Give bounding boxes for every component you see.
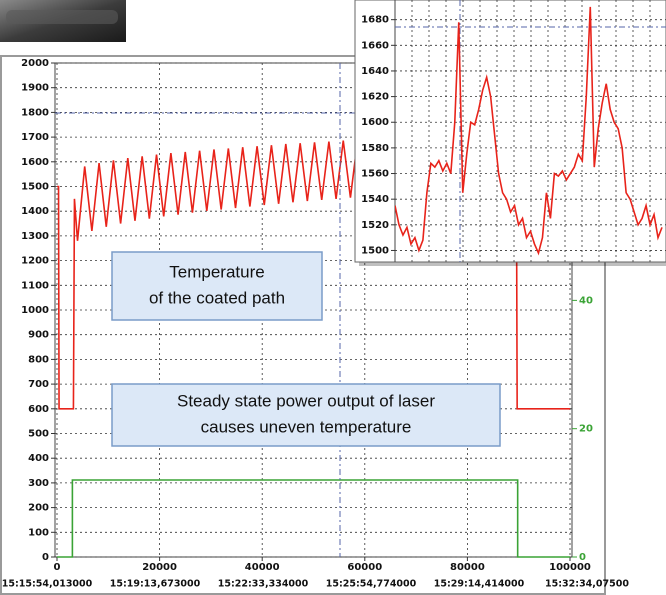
y-tick-label: 1100 [21,280,49,291]
x-tick-label: 0 [54,562,61,573]
annotation-text: Steady state power output of laser [177,391,435,410]
y-tick-label: 300 [28,478,49,489]
time-label: 15:29:14,414000 [434,579,525,590]
y-tick-label: 1000 [21,305,49,316]
screenshot: 0100200300400500600700800900100011001200… [0,0,666,595]
y-tick-label: 800 [28,354,49,365]
y-tick-label: 1640 [361,66,389,77]
y2-tick-label: 0 [579,552,586,563]
y-tick-label: 1400 [21,206,49,217]
y-tick-label: 500 [28,429,49,440]
y-tick-label: 1200 [21,256,49,267]
annotation-text: causes uneven temperature [201,417,412,436]
y-tick-label: 1500 [21,182,49,193]
x-tick-label: 80000 [450,562,485,573]
y-tick-label: 1540 [361,194,389,205]
x-tick-label: 60000 [347,562,382,573]
annotation-text: of the coated path [149,288,285,307]
y-tick-label: 2000 [21,58,49,69]
y-tick-label: 1580 [361,143,389,154]
time-label: 15:25:54,774000 [326,579,417,590]
x-tick-label: 40000 [245,562,280,573]
y-tick-label: 1680 [361,15,389,26]
y-tick-label: 1300 [21,231,49,242]
annotation-text: Temperature [169,262,264,281]
time-label: 15:22:33,334000 [218,579,309,590]
page: {"chart_data": [ {"type": "line", "x": [… [0,0,666,595]
y-tick-label: 1620 [361,92,389,103]
y-tick-label: 1600 [21,157,49,168]
x-tick-label: 100000 [549,562,591,573]
y-tick-label: 400 [28,453,49,464]
y-tick-label: 1660 [361,40,389,51]
time-label: 15:32:34,07500 [545,579,629,590]
y-tick-label: 1900 [21,83,49,94]
x-tick-label: 20000 [142,562,177,573]
y-tick-label: 1560 [361,169,389,180]
time-label: 15:15:54,013000 [2,579,93,590]
y-tick-label: 1520 [361,220,389,231]
y-tick-label: 700 [28,379,49,390]
y-tick-label: 900 [28,330,49,341]
y-tick-label: 1500 [361,245,389,256]
y-tick-label: 0 [42,552,49,563]
y-tick-label: 200 [28,503,49,514]
y-tick-label: 1700 [21,132,49,143]
y-tick-label: 100 [28,527,49,538]
y2-tick-label: 20 [579,424,593,435]
y-tick-label: 1600 [361,117,389,128]
y-tick-label: 600 [28,404,49,415]
time-label: 15:19:13,673000 [110,579,201,590]
y-tick-label: 1800 [21,107,49,118]
photo-detail [6,10,118,24]
y2-tick-label: 40 [579,295,593,306]
